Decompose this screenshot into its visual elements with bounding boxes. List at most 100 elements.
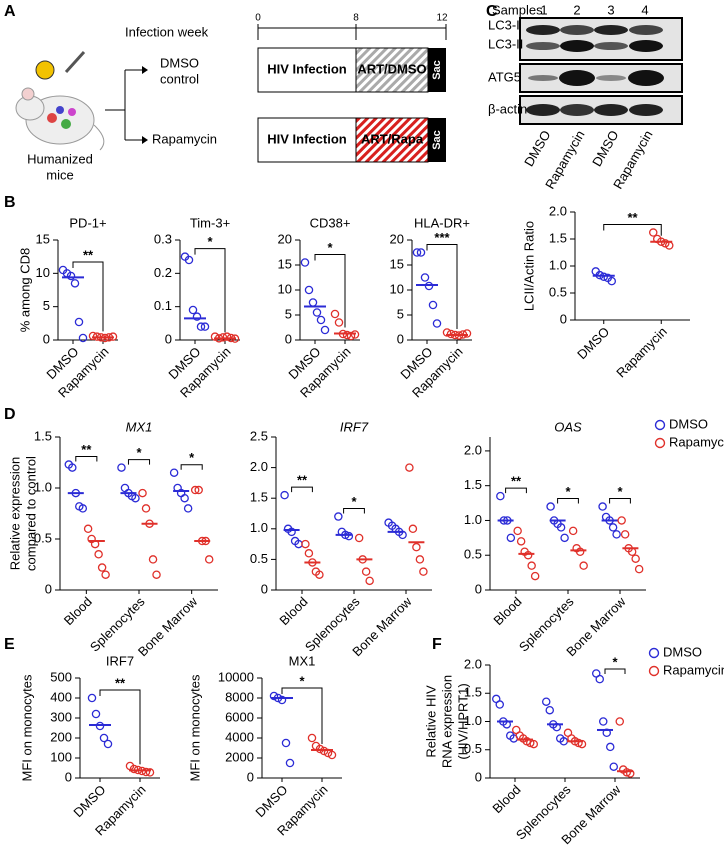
y-tick-label: 1.0 [464, 713, 482, 728]
significance-label: * [565, 484, 571, 499]
significance-bracket [127, 459, 151, 465]
data-point [83, 524, 93, 534]
significance-bracket [609, 498, 631, 504]
data-point [346, 331, 356, 341]
data-point [200, 322, 210, 331]
data-point [496, 491, 505, 501]
significance-label: ** [627, 210, 638, 225]
data-point [183, 504, 193, 513]
data-point [308, 298, 318, 307]
data-point [145, 768, 155, 777]
data-point [634, 564, 644, 574]
y-axis-label: % among CD8 [17, 248, 32, 333]
phase-label: ART/DMSO [357, 61, 426, 76]
data-point [420, 273, 430, 282]
y-tick-label: 100 [50, 749, 72, 764]
y-tick-label: 0 [43, 331, 50, 346]
data-point [661, 239, 670, 248]
data-point [141, 767, 151, 777]
data-point [304, 285, 314, 295]
data-point [608, 523, 618, 532]
data-point [599, 272, 609, 282]
y-tick-label: 200 [50, 729, 72, 744]
y-axis-label: Relative HIV [423, 685, 438, 758]
y-tick-label: 0 [397, 331, 404, 346]
data-point [287, 527, 296, 537]
data-point [361, 567, 371, 576]
y-axis-label: MFI on monocytes [19, 674, 34, 781]
panel-letter: F [432, 636, 442, 653]
significance-bracket [343, 508, 365, 514]
data-point [609, 762, 619, 771]
data-point [529, 739, 539, 749]
y-tick-label: 0.5 [464, 547, 482, 562]
timeline-bar [257, 47, 446, 163]
legend-label: Rapamycin [663, 662, 724, 677]
y-tick-label: 1.0 [464, 512, 482, 527]
group-label: DMSO [160, 55, 199, 70]
panel-letter: C [486, 3, 498, 20]
row-label: ATG5 [488, 69, 521, 84]
animal-label: Humanized [27, 151, 93, 166]
y-axis-label: LCII/Actin Ratio [521, 221, 536, 311]
data-point [269, 691, 279, 701]
data-point [334, 318, 344, 327]
y-tick-label: 1.5 [464, 685, 482, 700]
y-tick-label: 0.5 [34, 530, 52, 545]
data-point [620, 530, 630, 539]
y-tick-label: 1.5 [549, 230, 567, 245]
significance-bracket [75, 456, 98, 462]
significance-label: ** [83, 247, 94, 262]
chart-title: MX1 [289, 653, 316, 668]
y-tick-label: 1.5 [464, 477, 482, 492]
data-point [74, 317, 84, 327]
data-point [312, 308, 322, 317]
lane-label: DMSO [521, 128, 553, 169]
significance-bracket [426, 244, 458, 329]
data-point [615, 717, 625, 726]
legend-marker [648, 647, 660, 659]
data-point [91, 709, 101, 719]
data-point [513, 526, 522, 536]
data-point [99, 733, 109, 743]
data-point [330, 309, 340, 319]
data-point [103, 739, 113, 749]
data-point [138, 488, 147, 498]
data-point [129, 764, 139, 774]
data-point [342, 330, 352, 340]
y-tick-label: 20 [278, 231, 292, 246]
x-tick-label: Blood [489, 782, 523, 816]
significance-bracket [281, 687, 323, 744]
data-point [556, 523, 566, 532]
data-point [428, 300, 438, 310]
data-point [304, 549, 314, 558]
phase-label: Sac [431, 60, 443, 80]
data-point [523, 550, 533, 560]
week-tick: 8 [353, 13, 359, 24]
y-tick-label: 0.2 [154, 265, 172, 280]
arrow-heads [142, 66, 148, 144]
data-point [190, 485, 200, 495]
data-point [545, 705, 555, 715]
y-tick-label: 5 [397, 306, 404, 321]
y-tick-label: 2.0 [549, 203, 567, 218]
data-point [412, 542, 421, 552]
data-point [120, 483, 130, 493]
y-tick-label: 1.5 [34, 428, 52, 443]
y-axis-label: Relative expression [7, 457, 22, 570]
data-point [560, 533, 569, 543]
y-tick-label: 6000 [225, 709, 254, 724]
y-tick-label: 0.5 [464, 741, 482, 756]
data-point [365, 576, 374, 586]
y-tick-label: 0 [247, 769, 254, 784]
data-point [622, 768, 632, 777]
significance-label: * [612, 654, 618, 669]
data-point [78, 504, 88, 513]
chart-title: IRF7 [106, 653, 134, 668]
y-tick-label: 1.0 [549, 257, 567, 272]
phase-label: Sac [431, 130, 443, 150]
legend-label: DMSO [669, 416, 708, 431]
significance-label: ** [511, 474, 522, 489]
data-point [66, 271, 76, 281]
row-label: LC3-II [488, 36, 523, 51]
